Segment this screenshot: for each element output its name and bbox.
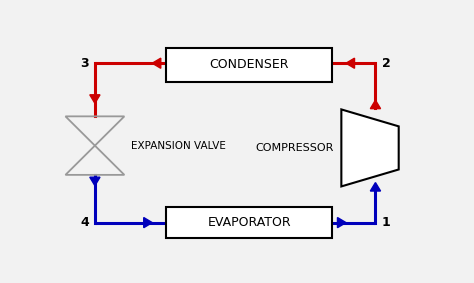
Text: EVAPORATOR: EVAPORATOR xyxy=(207,216,291,229)
Polygon shape xyxy=(370,100,381,109)
Text: 2: 2 xyxy=(382,57,391,70)
Polygon shape xyxy=(152,58,161,68)
Polygon shape xyxy=(90,95,100,103)
Text: 3: 3 xyxy=(80,57,89,70)
Text: COMPRESSOR: COMPRESSOR xyxy=(255,143,334,153)
Polygon shape xyxy=(341,110,399,186)
Text: 4: 4 xyxy=(80,216,89,229)
Polygon shape xyxy=(144,218,152,228)
Text: 1: 1 xyxy=(382,216,391,229)
Polygon shape xyxy=(337,218,346,228)
Polygon shape xyxy=(90,177,100,186)
Text: CONDENSER: CONDENSER xyxy=(210,58,289,71)
Polygon shape xyxy=(346,58,355,68)
Bar xyxy=(166,207,332,238)
Text: EXPANSION VALVE: EXPANSION VALVE xyxy=(130,141,226,151)
Bar xyxy=(166,48,332,82)
Polygon shape xyxy=(370,183,381,191)
